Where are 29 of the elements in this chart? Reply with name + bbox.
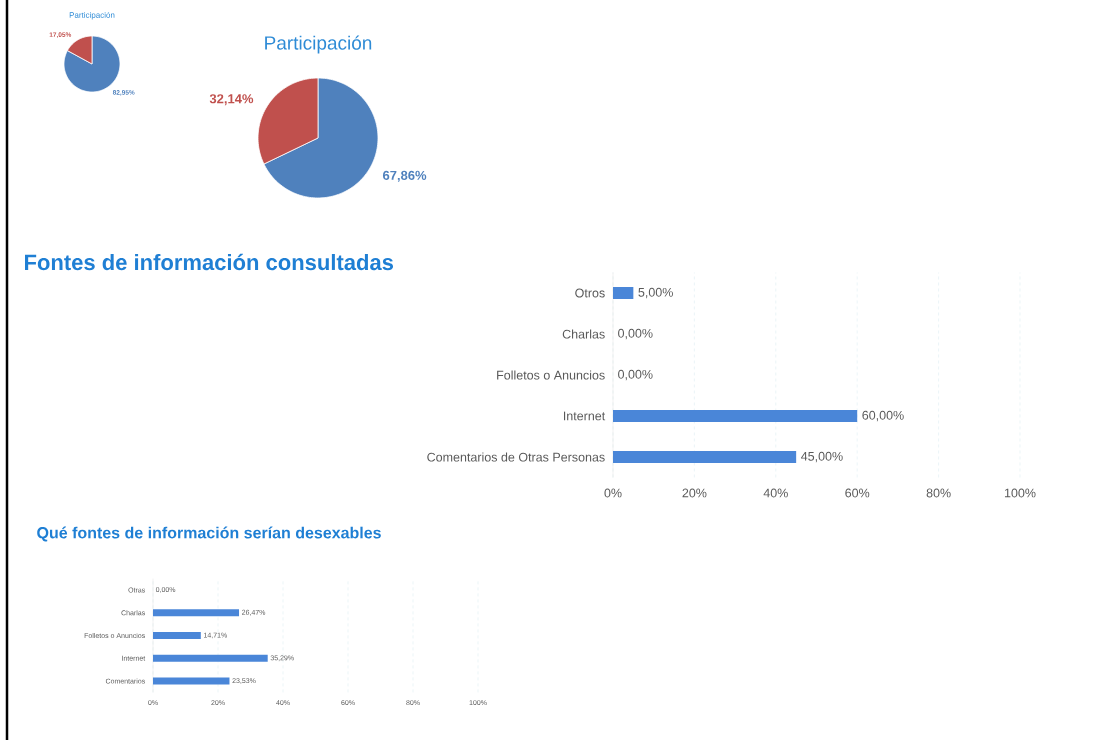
data-label: 0,00% [618,369,653,381]
y-tick-label: Charlas [562,329,605,339]
bar [613,410,858,422]
data-label: 60,00% [862,410,904,422]
y-tick-label: Comentarios de Otras Personas [427,452,605,462]
x-tick-label: 20% [682,488,707,498]
x-tick-label: 0% [604,488,622,498]
bar [153,632,201,639]
data-label: 67,86% [382,170,427,182]
x-tick-label: 60% [845,488,870,498]
y-tick-label: Internet [563,411,606,421]
bar [153,654,268,662]
chart-title: Participación [69,11,115,20]
chart-title: Participación [265,35,372,54]
bar [153,609,240,617]
bar [613,287,634,299]
data-label: 45,00% [801,451,843,463]
bar [613,451,797,463]
y-tick-label: Folletos o Anuncios [497,370,605,380]
y-tick-label: Otros [575,288,605,298]
x-tick-label: 40% [763,488,788,498]
bar [153,677,230,685]
data-label: 0,00% [618,328,653,340]
chart-title: Qué fontes de información serían desexables [37,526,381,542]
x-tick-label: 80% [926,488,951,498]
data-label: 32,14% [209,94,254,106]
data-label: 5,00% [638,287,673,299]
x-tick-label: 100% [1004,488,1036,498]
text: Fontes de información consultadas [25,253,394,271]
